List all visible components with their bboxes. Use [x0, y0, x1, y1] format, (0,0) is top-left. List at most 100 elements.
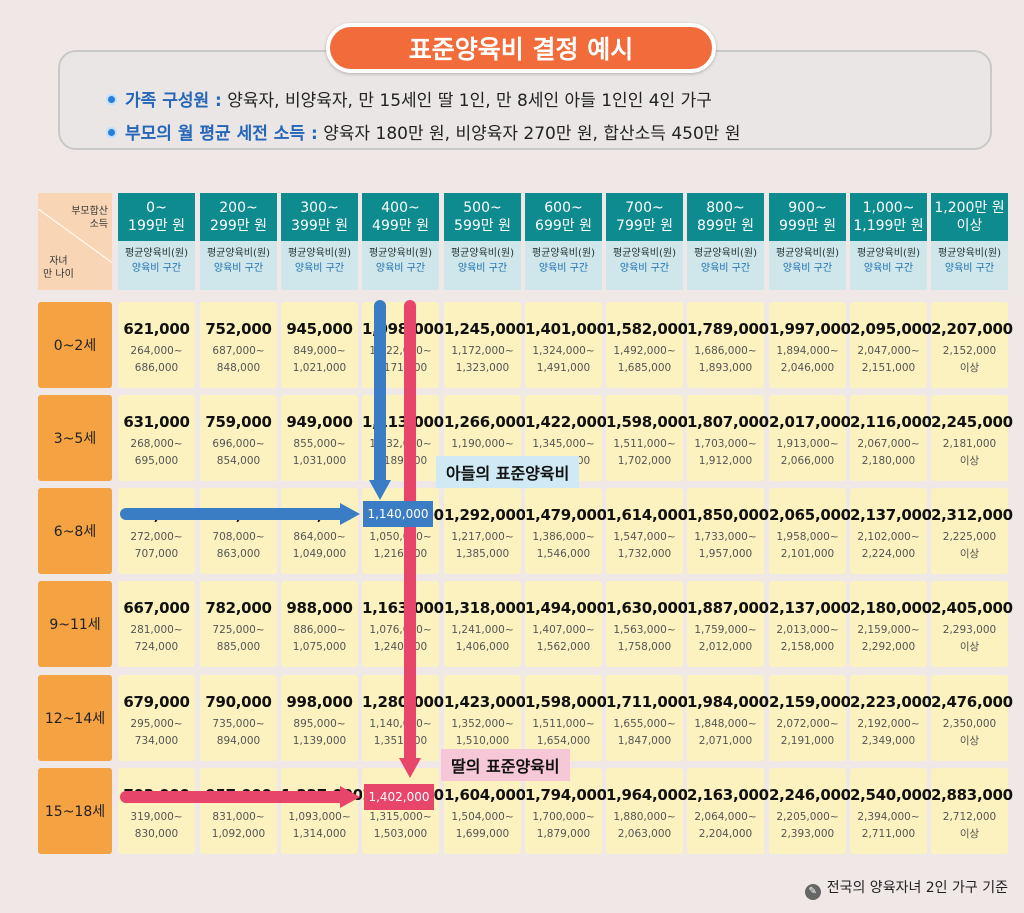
average-cost: 790,000 [205, 693, 272, 711]
cost-range: 2,712,000 이상 [942, 811, 997, 840]
average-cost: 1,266,000 [444, 413, 526, 431]
table-cell: 1,245,000 1,172,000~ 1,323,000 [444, 302, 526, 388]
cost-range: 2,102,000~ 2,224,000 [857, 531, 920, 560]
table-cell: 2,137,000 2,102,000~ 2,224,000 [850, 488, 932, 574]
table-cell: 1,984,000 1,848,000~ 2,071,000 [687, 675, 769, 761]
cost-range: 687,000~ 848,000 [212, 345, 265, 374]
info-family-label: 가족 구성원 : [125, 91, 222, 111]
cost-range: 1,563,000~ 1,758,000 [613, 624, 676, 653]
column-header: 1,000~ 1,199만 원 평균양육비(원) 양육비 구간 [850, 193, 927, 290]
average-cost: 945,000 [286, 320, 353, 338]
average-cost: 2,137,000 [850, 506, 932, 524]
income-bracket: 500~ 599만 원 [444, 193, 521, 241]
cost-range: 1,686,000~ 1,893,000 [694, 345, 757, 374]
cost-range: 1,700,000~ 1,879,000 [532, 811, 595, 840]
average-cost: 957,000 [205, 786, 272, 804]
cost-range: 1,913,000~ 2,066,000 [776, 438, 839, 467]
cost-range: 849,000~ 1,021,000 [292, 345, 347, 374]
table-cell: 1,997,000 1,894,000~ 2,046,000 [769, 302, 851, 388]
cost-range: 1,352,000~ 1,510,000 [451, 718, 514, 747]
average-cost: 2,312,000 [931, 506, 1013, 524]
table-cell: 621,000 264,000~ 686,000 [118, 302, 195, 388]
cost-range: 886,000~ 1,075,000 [292, 624, 347, 653]
column-subheader: 평균양육비(원) 양육비 구간 [362, 241, 439, 290]
average-cost: 1,163,000 [362, 599, 444, 617]
table-cell: 2,540,000 2,394,000~ 2,711,000 [850, 768, 932, 854]
cost-range: 1,076,000~ 1,240,000 [369, 624, 432, 653]
table-cell: 957,000 831,000~ 1,092,000 [200, 768, 277, 854]
column-subheader: 평균양육비(원) 양육비 구간 [687, 241, 764, 290]
income-bracket: 400~ 499만 원 [362, 193, 439, 241]
column-subheader: 평균양육비(원) 양육비 구간 [444, 241, 521, 290]
average-cost: 648,000 [123, 506, 190, 524]
average-cost: 2,405,000 [931, 599, 1013, 617]
table-cell: 2,312,000 2,225,000 이상 [931, 488, 1013, 574]
column-header: 700~ 799만 원 평균양육비(원) 양육비 구간 [606, 193, 683, 290]
table-cell: 1,598,000 1,511,000~ 1,654,000 [525, 675, 607, 761]
column-subheader: 평균양육비(원) 양육비 구간 [118, 241, 195, 290]
column-header: 400~ 499만 원 평균양육비(원) 양육비 구간 [362, 193, 439, 290]
average-cost: 1,964,000 [606, 786, 688, 804]
average-cost: 621,000 [123, 320, 190, 338]
table-cell: 1,494,000 1,407,000~ 1,562,000 [525, 581, 607, 667]
average-cost: 1,614,000 [606, 506, 688, 524]
age-row-header: 12~14세 [38, 675, 112, 761]
cost-range: 2,394,000~ 2,711,000 [857, 811, 920, 840]
table-cell: 1,711,000 1,655,000~ 1,847,000 [606, 675, 688, 761]
table-cell: 1,479,000 1,386,000~ 1,546,000 [525, 488, 607, 574]
bullet-icon [106, 127, 117, 138]
table-cell: 1,113,000 1,032,000~ 1,189,000 [362, 395, 444, 481]
cost-range: 895,000~ 1,139,000 [292, 718, 347, 747]
cost-range: 2,013,000~ 2,158,000 [776, 624, 839, 653]
cost-range: 2,064,000~ 2,204,000 [694, 811, 757, 840]
average-cost: 949,000 [286, 413, 353, 431]
cost-range: 2,159,000~ 2,292,000 [857, 624, 920, 653]
table-cell: 1,423,000 1,352,000~ 1,510,000 [444, 675, 526, 761]
average-cost: 1,494,000 [525, 599, 607, 617]
average-cost: 1,598,000 [525, 693, 607, 711]
cost-range: 2,067,000~ 2,180,000 [857, 438, 920, 467]
average-cost: 1,318,000 [444, 599, 526, 617]
cost-range: 1,958,000~ 2,101,000 [776, 531, 839, 560]
cost-range: 1,032,000~ 1,189,000 [369, 438, 432, 467]
average-cost: 1,422,000 [525, 413, 607, 431]
table-cell: 2,163,000 2,064,000~ 2,204,000 [687, 768, 769, 854]
cost-range: 831,000~ 1,092,000 [211, 811, 266, 840]
table-cell: 2,476,000 2,350,000 이상 [931, 675, 1013, 761]
column-header: 600~ 699만 원 평균양육비(원) 양육비 구간 [525, 193, 602, 290]
column-subheader: 평균양육비(원) 양육비 구간 [525, 241, 602, 290]
average-cost: 1,807,000 [687, 413, 769, 431]
average-cost: 2,065,000 [769, 506, 851, 524]
table-cell: 752,000 687,000~ 848,000 [200, 302, 277, 388]
average-cost: 1,984,000 [687, 693, 769, 711]
cost-range: 1,848,000~ 2,071,000 [694, 718, 757, 747]
income-bracket: 300~ 399만 원 [281, 193, 358, 241]
average-cost: 1,582,000 [606, 320, 688, 338]
average-cost: 2,159,000 [769, 693, 851, 711]
average-cost: 1,098,000 [362, 320, 444, 338]
cost-range: 1,407,000~ 1,562,000 [532, 624, 595, 653]
cost-range: 2,072,000~ 2,191,000 [776, 718, 839, 747]
cost-range: 1,511,000~ 1,654,000 [532, 718, 595, 747]
table-cell: 2,137,000 2,013,000~ 2,158,000 [769, 581, 851, 667]
table-cell: 959,000 864,000~ 1,049,000 [281, 488, 358, 574]
average-cost: 2,207,000 [931, 320, 1013, 338]
corner-age-label: 자녀 만 나이 [43, 256, 74, 280]
column-subheader: 평균양육비(원) 양육비 구간 [606, 241, 683, 290]
cost-range: 272,000~ 707,000 [130, 531, 183, 560]
table-cell: 2,223,000 2,192,000~ 2,349,000 [850, 675, 932, 761]
average-cost: 1,850,000 [687, 506, 769, 524]
age-row-header: 3~5세 [38, 395, 112, 481]
daughter-highlight-value: 1,402,000 [364, 784, 434, 810]
average-cost: 1,245,000 [444, 320, 526, 338]
age-row-header: 0~2세 [38, 302, 112, 388]
average-cost: 1,227,000 [281, 786, 363, 804]
daughter-callout: 딸의 표준양육비 [441, 749, 570, 781]
average-cost: 631,000 [123, 413, 190, 431]
table-cell: 949,000 855,000~ 1,031,000 [281, 395, 358, 481]
average-cost: 2,180,000 [850, 599, 932, 617]
average-cost: 998,000 [286, 693, 353, 711]
cost-range: 1,324,000~ 1,491,000 [532, 345, 595, 374]
average-cost: 2,246,000 [769, 786, 851, 804]
average-cost: 1,423,000 [444, 693, 526, 711]
